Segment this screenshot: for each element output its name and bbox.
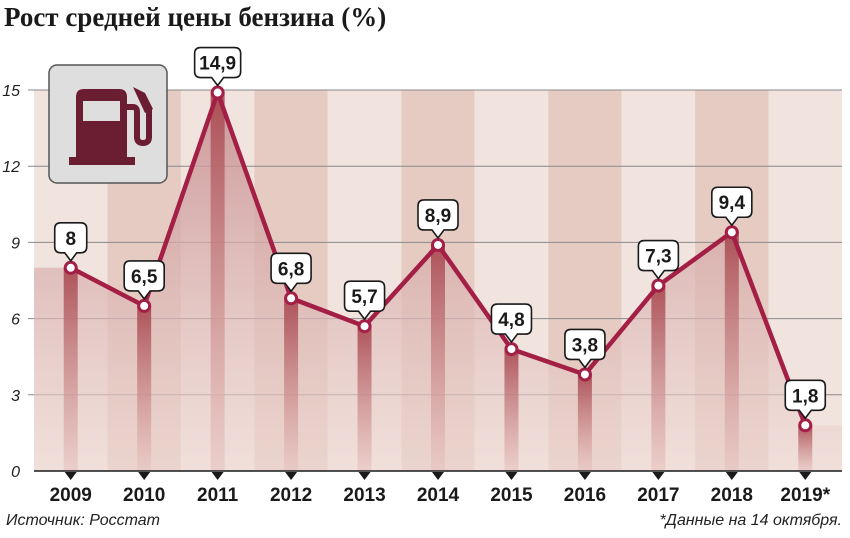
data-label: 6,5 — [131, 267, 158, 288]
data-label-box — [53, 222, 88, 263]
value-spike — [504, 349, 519, 471]
x-axis — [34, 470, 842, 480]
x-tick-label: 2012 — [270, 485, 312, 506]
data-points — [63, 85, 813, 433]
data-label: 6,8 — [278, 259, 304, 280]
footnote: *Данные на 14 октября. — [659, 512, 842, 529]
data-point — [357, 319, 372, 334]
y-tick-label: 9 — [11, 235, 20, 252]
x-tick-label: 2016 — [564, 485, 606, 506]
data-label-box — [711, 186, 753, 227]
data-point — [798, 418, 813, 433]
chart-title: Рост средней цены бензина (%) — [4, 2, 387, 32]
data-point — [210, 85, 225, 100]
data-label-box — [123, 260, 165, 301]
data-label: 3,8 — [572, 335, 598, 356]
value-spikes — [63, 92, 813, 471]
data-point — [504, 342, 519, 357]
x-tick-mark — [358, 472, 371, 480]
data-label: 7,3 — [645, 247, 671, 268]
data-point — [651, 278, 666, 293]
x-tick-mark — [285, 472, 298, 480]
x-tick-mark — [652, 472, 665, 480]
fuel-pump-icon — [48, 64, 168, 184]
value-spike — [210, 92, 225, 471]
data-label: 1,8 — [792, 386, 818, 407]
x-tick-label: 2009 — [50, 485, 92, 506]
x-tick-labels: 2009 2010 2011 2012 2013 2014 2015 2016 2017 2018… — [50, 485, 831, 506]
x-tick-mark — [211, 472, 224, 480]
x-tick-mark — [64, 472, 77, 480]
value-spike — [63, 267, 78, 471]
data-label: 8 — [65, 229, 76, 250]
data-point — [577, 367, 592, 382]
data-label-box — [637, 239, 680, 280]
source-note: Источник: Росстат — [6, 512, 160, 529]
data-label: 4,8 — [498, 310, 524, 331]
x-tick-mark — [578, 472, 591, 480]
data-point — [137, 298, 152, 313]
data-point — [284, 291, 299, 306]
data-point — [63, 260, 78, 275]
x-tick-label: 2017 — [637, 485, 679, 506]
y-tick-label: 6 — [11, 312, 20, 329]
value-spike — [724, 232, 739, 471]
data-label: 8,9 — [425, 206, 451, 227]
y-tick-label: 3 — [11, 388, 20, 405]
value-spike — [651, 285, 666, 471]
x-tick-label: 2018 — [711, 485, 753, 506]
value-spike — [431, 244, 445, 471]
x-tick-mark — [725, 472, 738, 480]
value-spike — [798, 425, 813, 471]
x-tick-mark — [432, 472, 444, 480]
x-tick-label: 2011 — [197, 485, 239, 506]
data-label-box — [193, 46, 242, 87]
x-tick-mark — [138, 472, 151, 480]
data-point — [724, 225, 739, 240]
data-label: 9,4 — [719, 193, 746, 214]
y-tick-labels: 0 3 6 9 12 15 — [2, 83, 20, 481]
x-tick-label: 2015 — [490, 485, 533, 506]
x-tick-label: 2014 — [417, 485, 460, 506]
data-label-box — [784, 379, 827, 420]
data-label-box — [490, 303, 533, 344]
data-label-box — [343, 280, 386, 321]
data-label-box — [564, 328, 606, 369]
value-spike — [577, 374, 592, 471]
data-point — [431, 237, 445, 252]
x-tick-mark — [505, 472, 518, 480]
value-spike — [284, 298, 299, 471]
y-tick-label: 0 — [11, 464, 20, 481]
data-label-box — [417, 199, 459, 240]
value-spike — [137, 305, 152, 471]
x-tick-label: 2019* — [780, 485, 830, 506]
data-label: 5,7 — [351, 287, 377, 308]
y-tick-label: 15 — [2, 83, 20, 100]
y-tick-label: 12 — [2, 159, 20, 176]
data-label: 14,9 — [199, 54, 236, 75]
x-tick-label: 2010 — [123, 485, 165, 506]
data-labels: 8 6,5 14,9 6,8 5,7 8,9 4,8 3,8 7,3 9,4 1,8 — [53, 46, 827, 420]
data-label-box — [270, 252, 312, 293]
x-tick-label: 2013 — [343, 485, 385, 506]
x-tick-mark — [799, 472, 812, 480]
value-spike — [357, 326, 372, 471]
